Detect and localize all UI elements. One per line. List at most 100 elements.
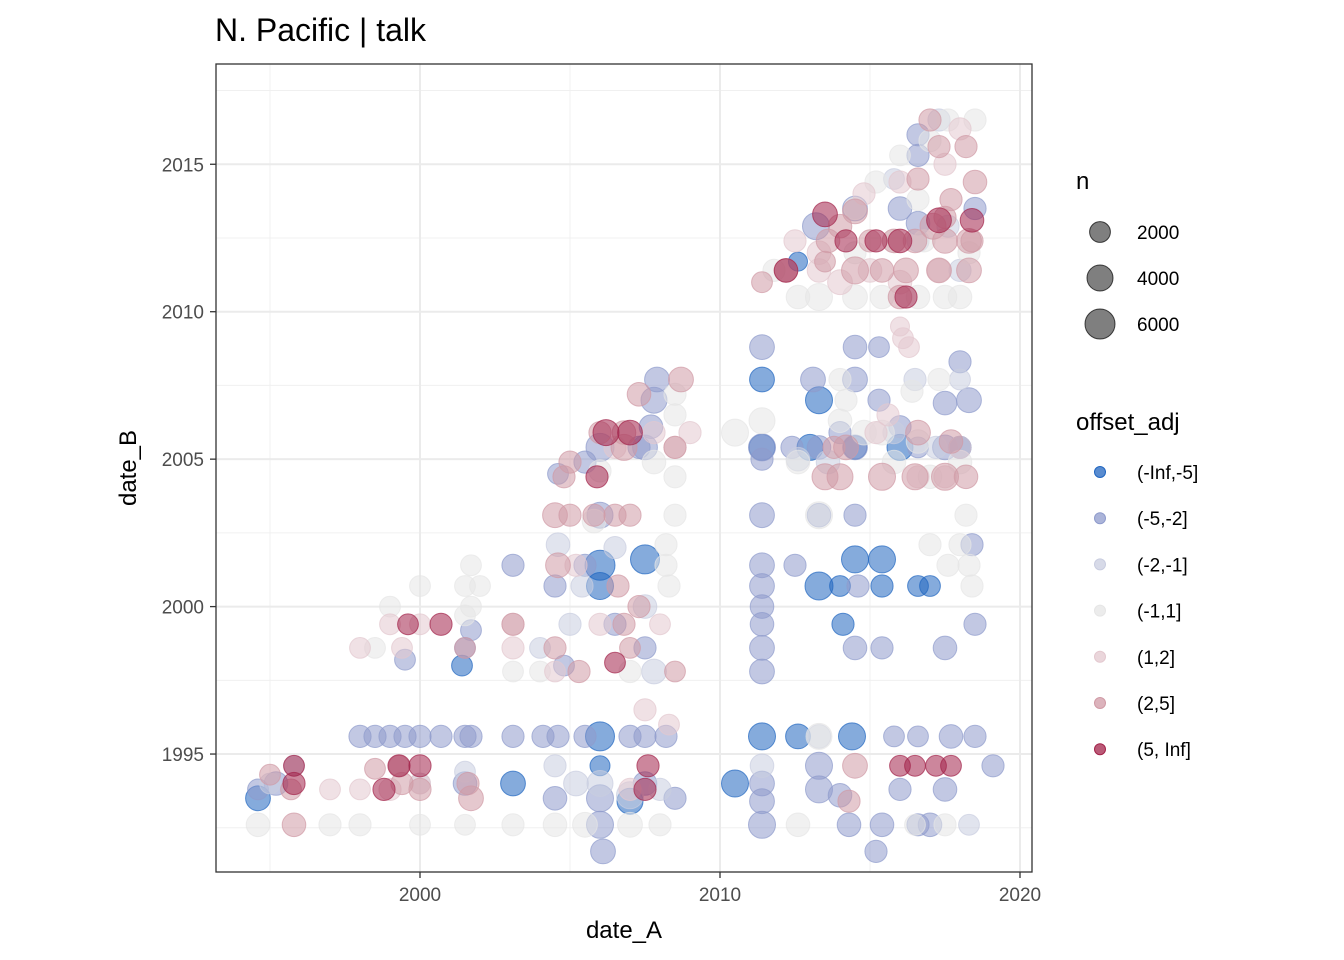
- data-point: [918, 108, 942, 132]
- data-point: [617, 419, 643, 446]
- data-point: [956, 387, 982, 414]
- data-point: [409, 575, 431, 597]
- data-point: [617, 811, 643, 838]
- data-point: [918, 533, 942, 557]
- data-point: [387, 754, 411, 778]
- data-point: [868, 545, 896, 574]
- data-point: [544, 660, 566, 683]
- data-point: [630, 544, 660, 575]
- data-point: [901, 463, 929, 491]
- data-point: [641, 449, 667, 475]
- data-point: [751, 271, 773, 294]
- data-point: [349, 778, 371, 801]
- data-point: [748, 722, 776, 751]
- data-point: [663, 435, 687, 459]
- data-point: [558, 450, 582, 474]
- data-point: [663, 465, 687, 489]
- data-point: [783, 229, 807, 253]
- data-point: [938, 724, 964, 749]
- color-legend-label: (2,5]: [1137, 694, 1175, 715]
- data-point: [957, 553, 981, 577]
- data-point: [408, 754, 432, 778]
- size-legend-key: [1086, 264, 1114, 292]
- data-point: [932, 635, 958, 661]
- data-point: [586, 770, 614, 797]
- color-legend-label: (-2,-1]: [1137, 555, 1188, 576]
- data-point: [894, 285, 918, 309]
- axes: 2000 2010 2020 1995 2000 2005 2010 2015: [162, 155, 1041, 906]
- data-point: [822, 435, 846, 459]
- color-legend-title: offset_adj: [1076, 409, 1180, 436]
- color-legend-label: (-5,-2]: [1137, 509, 1188, 530]
- data-point: [749, 635, 775, 661]
- y-tick-label: 2015: [162, 155, 204, 176]
- data-point: [501, 553, 525, 577]
- data-point: [842, 752, 868, 779]
- data-point: [927, 367, 951, 392]
- data-point: [648, 813, 672, 837]
- data-point: [841, 256, 869, 285]
- y-tick-label: 2010: [162, 303, 204, 324]
- data-point: [960, 574, 984, 598]
- data-point: [573, 724, 597, 749]
- data-point: [906, 188, 930, 212]
- data-point: [883, 725, 905, 748]
- data-point: [888, 777, 912, 802]
- data-point: [460, 554, 482, 577]
- data-point: [397, 613, 419, 636]
- data-point: [749, 366, 775, 393]
- data-point: [283, 754, 305, 777]
- data-point: [949, 368, 971, 391]
- data-point: [812, 201, 838, 228]
- data-point: [919, 575, 941, 597]
- data-point: [502, 660, 524, 683]
- data-point: [959, 208, 985, 233]
- data-point: [846, 574, 870, 598]
- data-point: [364, 757, 386, 780]
- data-point: [889, 144, 911, 167]
- data-point: [868, 336, 890, 359]
- data-point: [542, 812, 568, 838]
- data-point: [940, 754, 962, 777]
- data-point: [245, 812, 271, 838]
- data-point: [658, 713, 680, 736]
- data-point: [868, 462, 896, 491]
- data-point: [954, 135, 978, 159]
- data-point: [785, 449, 811, 475]
- data-point: [932, 390, 958, 416]
- data-point: [319, 778, 341, 801]
- data-point: [590, 838, 616, 865]
- data-point: [773, 258, 799, 283]
- data-point: [570, 574, 594, 598]
- data-point: [626, 382, 652, 407]
- data-point: [259, 763, 281, 786]
- data-point: [933, 813, 957, 837]
- data-point: [904, 813, 926, 836]
- data-point: [627, 595, 651, 619]
- data-point: [542, 786, 568, 811]
- data-point: [721, 418, 749, 447]
- data-point: [318, 813, 342, 837]
- data-point: [668, 366, 694, 393]
- y-axis-title: date_B: [115, 430, 142, 506]
- data-point: [814, 250, 836, 273]
- size-legend-key: [1084, 308, 1116, 340]
- data-point: [905, 419, 931, 446]
- data-point: [831, 612, 855, 636]
- data-point: [838, 722, 866, 751]
- data-point: [429, 612, 453, 636]
- data-point: [749, 753, 775, 779]
- data-point: [956, 257, 982, 284]
- data-point: [604, 651, 626, 674]
- size-legend-key: [1089, 221, 1111, 243]
- data-point: [785, 812, 811, 838]
- data-point: [890, 316, 910, 337]
- data-point: [749, 612, 775, 637]
- data-point: [907, 725, 929, 748]
- data-point: [429, 724, 453, 749]
- data-point: [963, 612, 987, 636]
- data-point: [409, 813, 431, 836]
- data-point: [805, 751, 833, 780]
- data-point: [572, 811, 598, 838]
